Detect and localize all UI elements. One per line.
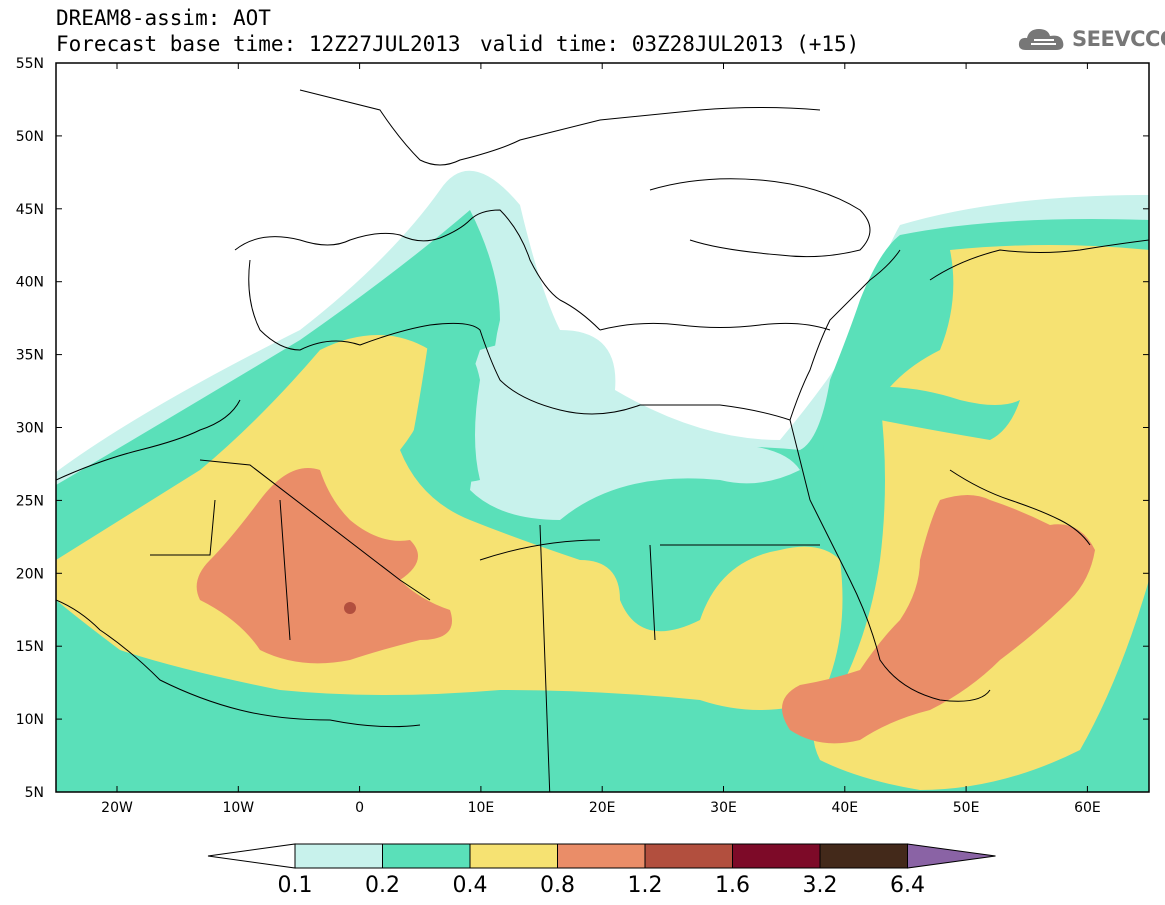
colorbar: 0.1 0.2 0.4 0.8 1.2 1.6 3.2 6.4	[207, 843, 996, 898]
aot-band-0-1-libya	[470, 340, 800, 520]
aot-contours	[56, 63, 1149, 792]
forecast-base-time: Forecast base time: 12Z27JUL2013	[56, 32, 461, 56]
colorbar-label: 3.2	[803, 873, 838, 898]
lat-label: 10N	[16, 712, 44, 728]
colorbar-segment	[294, 843, 383, 869]
lat-label: 45N	[16, 202, 44, 218]
lat-label: 35N	[16, 348, 44, 364]
colorbar-segment	[557, 843, 646, 869]
lon-label: 0	[355, 800, 364, 816]
lon-label: 10E	[468, 800, 495, 816]
lon-label: 20E	[589, 800, 616, 816]
valid-time: valid time: 03Z28JUL2013 (+15)	[480, 32, 860, 56]
colorbar-segment	[819, 843, 908, 869]
logo-text: SEEVCCC	[1072, 27, 1165, 51]
lat-label: 55N	[16, 56, 44, 72]
lat-label: 40N	[16, 275, 44, 291]
colorbar-segment	[382, 843, 471, 869]
lat-label: 25N	[16, 493, 44, 509]
colorbar-label: 0.8	[540, 873, 575, 898]
colorbar-segment	[732, 843, 821, 869]
lat-label: 50N	[16, 129, 44, 145]
lat-label: 15N	[16, 639, 44, 655]
colorbar-label: 0.1	[278, 873, 313, 898]
colorbar-over-arrow	[907, 843, 996, 869]
map-title: DREAM8-assim: AOT	[56, 6, 271, 30]
lon-label: 30E	[710, 800, 737, 816]
aot-peak-dot	[344, 602, 356, 614]
aot-band-0-8-east	[782, 495, 1095, 744]
aot-band-0-2-sahara	[410, 330, 480, 482]
colorbar-label: 0.2	[365, 873, 400, 898]
lon-label: 40E	[831, 800, 858, 816]
lon-label: 60E	[1074, 800, 1101, 816]
longitude-axis: 20W 10W 0 10E 20E 30E 40E 50E 60E	[101, 63, 1101, 816]
lat-label: 30N	[16, 421, 44, 437]
lat-label: 20N	[16, 566, 44, 582]
lat-label: 5N	[25, 785, 44, 801]
coastlines	[56, 89, 1149, 792]
seevccc-logo: SEEVCCC	[1016, 24, 1165, 54]
colorbar-label: 6.4	[890, 873, 925, 898]
colorbar-label: 1.6	[715, 873, 750, 898]
colorbar-segment	[469, 843, 558, 869]
lon-label: 50E	[953, 800, 980, 816]
aot-band-0-2-arabia	[820, 386, 1020, 560]
latitude-axis: 55N 50N 45N 40N 35N 30N 25N 20N 15N 10N 5N	[16, 56, 1149, 801]
colorbar-label: 1.2	[628, 873, 663, 898]
colorbar-label: 0.4	[453, 873, 488, 898]
colorbar-segment	[644, 843, 733, 869]
lon-label: 20W	[101, 800, 133, 816]
lon-label: 10W	[222, 800, 254, 816]
colorbar-under-arrow	[207, 843, 296, 869]
cloud-icon	[1018, 29, 1064, 50]
aot-band-0-8-west	[196, 468, 452, 664]
